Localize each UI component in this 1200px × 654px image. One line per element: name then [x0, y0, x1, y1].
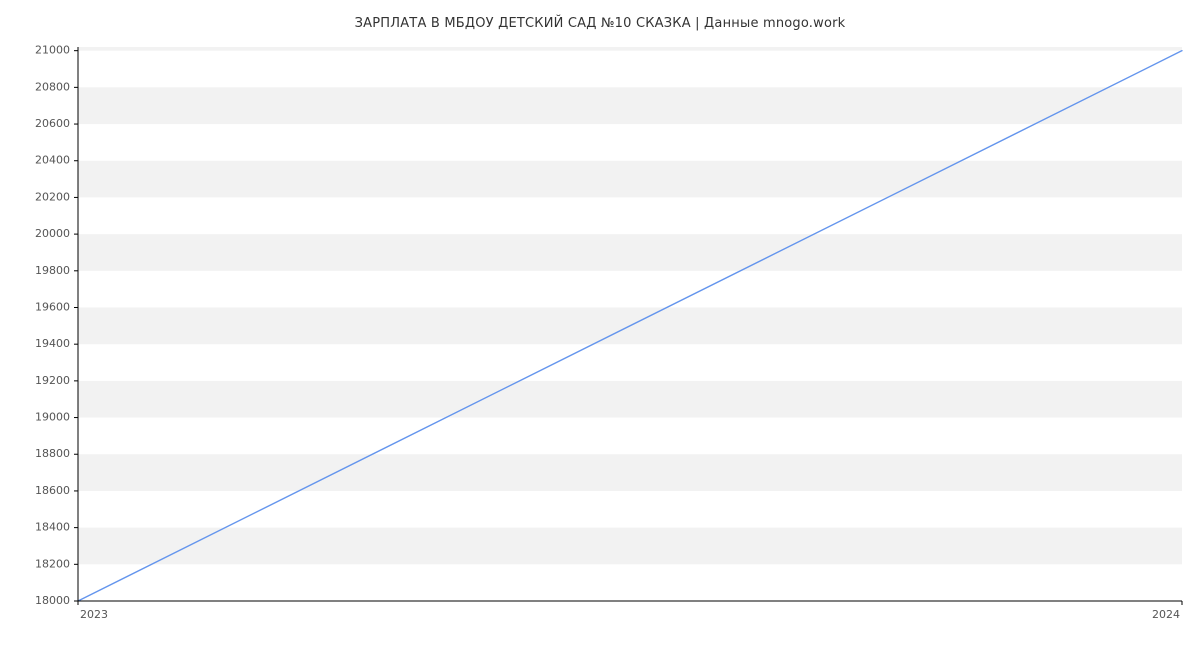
svg-text:19800: 19800 — [35, 264, 70, 277]
svg-text:20800: 20800 — [35, 80, 70, 93]
chart-title: ЗАРПЛАТА В МБДОУ ДЕТСКИЙ САД №10 СКАЗКА … — [0, 16, 1200, 31]
svg-text:18800: 18800 — [35, 447, 70, 460]
svg-text:20000: 20000 — [35, 227, 70, 240]
svg-text:19400: 19400 — [35, 337, 70, 350]
svg-text:20600: 20600 — [35, 117, 70, 130]
svg-text:18200: 18200 — [35, 557, 70, 570]
salary-line-chart: ЗАРПЛАТА В МБДОУ ДЕТСКИЙ САД №10 СКАЗКА … — [0, 0, 1200, 650]
svg-text:2023: 2023 — [80, 608, 108, 621]
svg-text:19200: 19200 — [35, 374, 70, 387]
svg-text:18000: 18000 — [35, 594, 70, 607]
svg-text:18600: 18600 — [35, 484, 70, 497]
svg-text:19600: 19600 — [35, 300, 70, 313]
svg-text:20400: 20400 — [35, 154, 70, 167]
svg-text:18400: 18400 — [35, 521, 70, 534]
chart-svg: 18000 18200 18400 18600 18800 19000 19200 19400… — [0, 0, 1200, 650]
svg-text:19000: 19000 — [35, 411, 70, 424]
svg-text:20200: 20200 — [35, 190, 70, 203]
svg-text:2024: 2024 — [1152, 608, 1180, 621]
svg-text:21000: 21000 — [35, 44, 70, 57]
